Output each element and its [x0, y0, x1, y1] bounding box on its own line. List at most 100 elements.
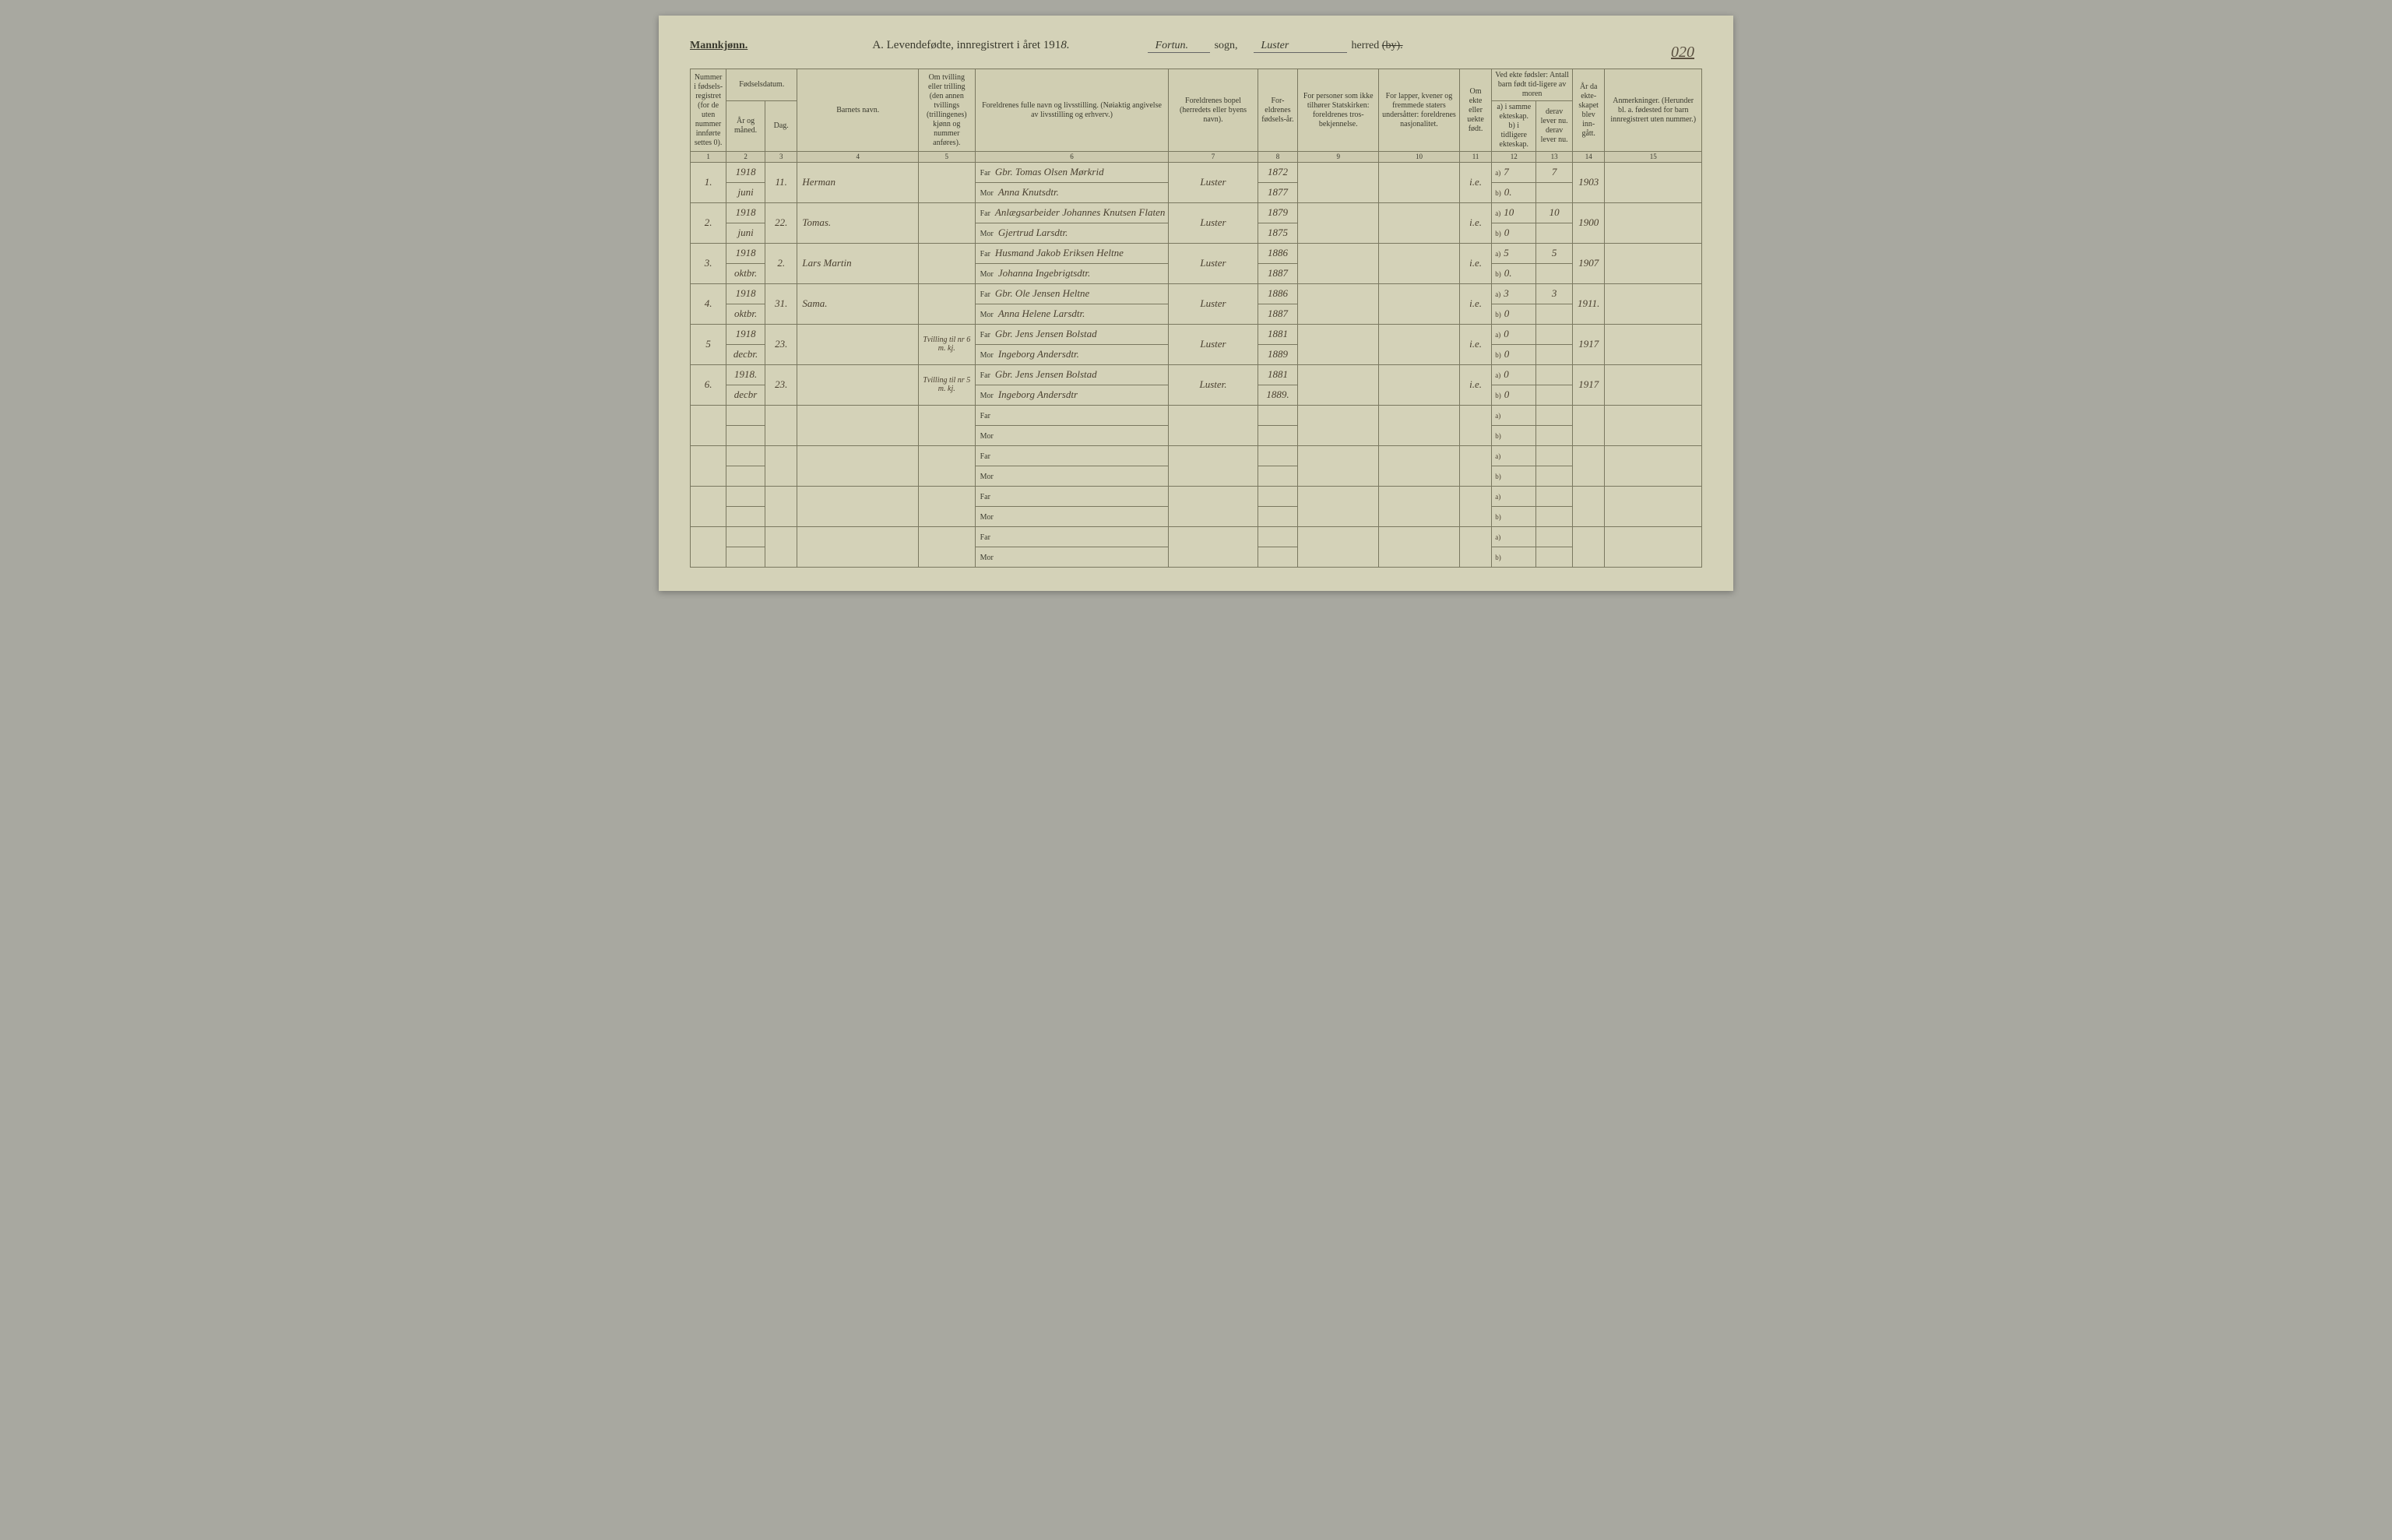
- c13b: [1536, 304, 1573, 324]
- mother-cell: MorGjertrud Larsdtr.: [975, 223, 1169, 243]
- mor-label: Mor: [980, 270, 994, 279]
- year: 1918: [726, 202, 765, 223]
- empty: [1169, 405, 1258, 445]
- empty-mor: Mor: [975, 466, 1169, 486]
- empty-far: Far: [975, 526, 1169, 547]
- entry-number: 3.: [691, 243, 726, 283]
- mor-label: Mor: [980, 230, 994, 238]
- nationality: [1379, 162, 1460, 202]
- remarks: [1605, 364, 1702, 405]
- empty-far: Far: [975, 405, 1169, 425]
- far-label: Far: [980, 169, 990, 178]
- empty: [1459, 526, 1491, 567]
- far-label: Far: [980, 209, 990, 218]
- father-name: Gbr. Ole Jensen Heltne: [995, 287, 1089, 299]
- mother-birth-year: 1889.: [1258, 385, 1298, 405]
- empty: [1605, 405, 1702, 445]
- legitimacy: i.e.: [1459, 202, 1491, 243]
- empty: [1459, 405, 1491, 445]
- empty: [1379, 486, 1460, 526]
- mother-cell: MorAnna Helene Larsdtr.: [975, 304, 1169, 324]
- empty: [1605, 445, 1702, 486]
- twin-note: [918, 162, 975, 202]
- col-13a: derav lever nu.: [1539, 107, 1569, 126]
- empty: [1298, 405, 1379, 445]
- day: 31.: [765, 283, 797, 324]
- colnum: 2: [726, 152, 765, 163]
- father-name: Gbr. Tomas Olsen Mørkrid: [995, 166, 1104, 178]
- father-birth-year: 1881: [1258, 364, 1298, 385]
- col-9-header: For personer som ikke tilhører Statskirk…: [1298, 69, 1379, 152]
- empty: [918, 445, 975, 486]
- empty: [797, 526, 919, 567]
- empty: [1572, 405, 1604, 445]
- col-12-header: a) i samme ekteskap. b) i tidligere ekte…: [1492, 101, 1536, 152]
- month: decbr: [726, 385, 765, 405]
- residence: Luster: [1169, 202, 1258, 243]
- marriage-year: 1900: [1572, 202, 1604, 243]
- empty: [1258, 445, 1298, 466]
- twin-note: [918, 243, 975, 283]
- empty: [1536, 425, 1573, 445]
- empty: [765, 526, 797, 567]
- empty: [1536, 506, 1573, 526]
- empty-row-top: Fara): [691, 445, 1702, 466]
- day: 23.: [765, 324, 797, 364]
- colnum: 11: [1459, 152, 1491, 163]
- herred-label: herred (by).: [1352, 40, 1403, 52]
- col-14-header: År da ekte-skapet blev inn-gått.: [1572, 69, 1604, 152]
- day: 23.: [765, 364, 797, 405]
- marriage-year: 1903: [1572, 162, 1604, 202]
- empty: [726, 466, 765, 486]
- empty: [1605, 526, 1702, 567]
- empty: [1536, 486, 1573, 506]
- mother-birth-year: 1877: [1258, 182, 1298, 202]
- year: 1918.: [726, 364, 765, 385]
- child-name: Herman: [797, 162, 919, 202]
- mother-name: Anna Knutsdtr.: [998, 186, 1059, 198]
- year: 1918: [726, 283, 765, 304]
- col-5-header: Om tvilling eller trilling (den annen tv…: [918, 69, 975, 152]
- child-name: [797, 324, 919, 364]
- empty: [1572, 486, 1604, 526]
- empty: [1258, 405, 1298, 425]
- empty: [918, 405, 975, 445]
- c12b: b)0: [1492, 304, 1536, 324]
- herred-label-strike: (by).: [1382, 40, 1403, 51]
- far-label: Far: [980, 250, 990, 258]
- empty-row-top: Fara): [691, 405, 1702, 425]
- child-name: [797, 364, 919, 405]
- mother-birth-year: 1887: [1258, 304, 1298, 324]
- empty: [1169, 445, 1258, 486]
- col-4-header: Barnets navn.: [797, 69, 919, 152]
- c12b: b)0: [1492, 344, 1536, 364]
- empty: [726, 526, 765, 547]
- mother-cell: Mor Johanna Ingebrigtsdtr.: [975, 263, 1169, 283]
- religion: [1298, 364, 1379, 405]
- mother-name: Ingeborg Andersdtr: [998, 389, 1078, 400]
- empty-b: b): [1492, 425, 1536, 445]
- remarks: [1605, 283, 1702, 324]
- empty: [1605, 486, 1702, 526]
- col-3-header: Dag.: [765, 101, 797, 152]
- c12a: a)3: [1492, 283, 1536, 304]
- mor-label: Mor: [980, 189, 994, 198]
- c13a: 10: [1536, 202, 1573, 223]
- mother-name: Johanna Ingebrigtsdtr.: [998, 267, 1090, 279]
- c12a: a)7: [1492, 162, 1536, 182]
- religion: [1298, 324, 1379, 364]
- religion: [1298, 202, 1379, 243]
- empty-a: a): [1492, 526, 1536, 547]
- entry-row-top: 4.191831.Sama.FarGbr. Ole Jensen HeltneL…: [691, 283, 1702, 304]
- empty: [1169, 526, 1258, 567]
- father-birth-year: 1872: [1258, 162, 1298, 182]
- month: oktbr.: [726, 304, 765, 324]
- c13a: 3: [1536, 283, 1573, 304]
- col-13b: derav lever nu.: [1539, 126, 1569, 145]
- nationality: [1379, 364, 1460, 405]
- remarks: [1605, 324, 1702, 364]
- month: decbr.: [726, 344, 765, 364]
- sogn-label: sogn,: [1215, 40, 1238, 52]
- child-name: Tomas.: [797, 202, 919, 243]
- entry-number: 1.: [691, 162, 726, 202]
